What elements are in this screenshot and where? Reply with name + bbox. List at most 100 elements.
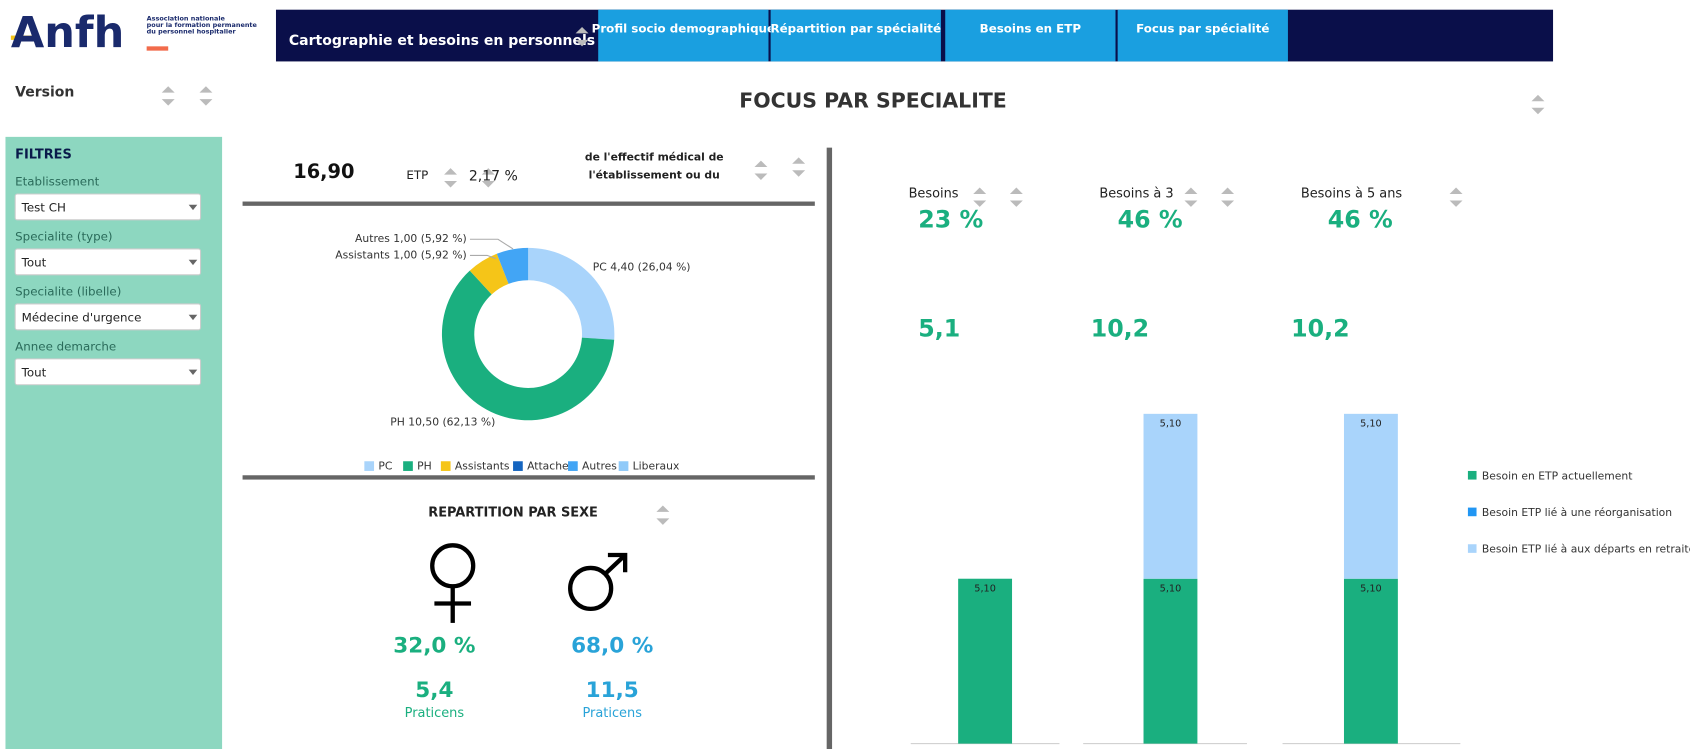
spinner-icon <box>754 160 768 180</box>
male-icon <box>568 552 628 612</box>
separator <box>826 147 833 749</box>
logo-subtitle: du personnel hospitalier <box>147 27 237 35</box>
logo-subtitle: pour la formation permanente <box>147 21 258 29</box>
logo: Anfh <box>11 8 124 58</box>
dropdown[interactable] <box>14 193 202 221</box>
kpi-text: de l'effectif médical de <box>585 150 724 163</box>
tab-label: Répartition par spécialité <box>771 22 941 36</box>
filter-label: Specialite (type) <box>15 230 112 244</box>
filter-label: Annee demarche <box>15 340 116 354</box>
legend-label: PH <box>417 460 432 473</box>
spinner-icon <box>1531 94 1545 115</box>
nav-title: Cartographie et besoins en personnels <box>289 33 595 49</box>
page-title: FOCUS PAR SPECIALITE <box>739 88 1007 112</box>
sex-unit: Praticens <box>405 706 465 721</box>
dropdown[interactable] <box>14 303 202 331</box>
donut-slice <box>469 253 509 295</box>
needs-pct: 46 % <box>1118 205 1183 233</box>
tab[interactable] <box>1117 9 1288 62</box>
needs-pct: 23 % <box>918 205 983 233</box>
spinner-icon <box>161 86 175 106</box>
spinner-icon <box>199 86 213 106</box>
dropdown-arrow <box>188 204 198 211</box>
logo-subtitle: Association nationale <box>147 14 226 22</box>
sex-value: 11,5 <box>586 678 639 703</box>
kpi-unit: ETP <box>406 168 428 182</box>
sex-unit: Praticens <box>582 706 642 721</box>
needs-label: Besoins à 3 <box>1099 186 1173 201</box>
legend-label: Liberaux <box>633 460 680 473</box>
bar-segment <box>958 578 1013 744</box>
spinner-icon <box>1449 187 1463 207</box>
bar-label: 5,10 <box>1160 419 1182 430</box>
needs-etp: 10,2 <box>1091 314 1149 342</box>
legend-label: Assistants <box>455 460 510 473</box>
tab[interactable] <box>770 9 941 62</box>
tab-label: Profil socio demographique <box>592 22 775 36</box>
bar-segment <box>1343 578 1398 744</box>
kpi-pct: 2,17 % <box>469 169 518 185</box>
dropdown-arrow <box>188 369 198 376</box>
legend-swatch <box>403 461 413 471</box>
legend-swatch <box>618 461 629 471</box>
bar-segment <box>1143 413 1198 579</box>
slice-label: PH 10,50 (62,13 %) <box>390 415 495 428</box>
legend-label: Besoin en ETP actuellement <box>1482 469 1633 482</box>
slice-label: Assistants 1,00 (5,92 %) <box>335 248 467 261</box>
legend-swatch <box>568 461 578 471</box>
legend-label: PC <box>378 460 392 473</box>
dropdown-value: Tout <box>21 255 47 269</box>
tab-label: Besoins en ETP <box>980 22 1082 36</box>
bar-segment <box>1143 578 1198 744</box>
leader-line <box>469 254 497 260</box>
legend-swatch <box>1467 507 1477 517</box>
spinner-icon <box>575 26 589 47</box>
spinner-icon <box>1009 187 1023 207</box>
legend-swatch <box>364 461 375 471</box>
spinner-icon <box>1184 187 1198 207</box>
spinner-icon <box>792 157 806 177</box>
dropdown-value: Tout <box>21 365 47 379</box>
donut-slice <box>441 270 615 421</box>
dropdown[interactable] <box>14 358 202 386</box>
dropdown-value: Médecine d'urgence <box>22 310 142 324</box>
leader-line <box>469 238 514 250</box>
filter-title: FILTRES <box>15 148 72 163</box>
tab-label: Focus par spécialité <box>1136 22 1269 36</box>
needs-label: Besoins à 5 ans <box>1301 186 1403 201</box>
filter-label: Specialite (libelle) <box>15 285 121 299</box>
tab[interactable] <box>598 9 769 62</box>
legend-swatch <box>1467 544 1477 553</box>
legend-label: Besoin ETP lié à aux départs en retraite <box>1482 543 1690 556</box>
sex-pct: 32,0 % <box>393 634 475 659</box>
filter-panel <box>5 136 223 749</box>
dropdown-arrow <box>188 314 198 321</box>
donut-slice <box>528 247 615 340</box>
donut-slice <box>496 247 529 284</box>
sex-title: REPARTITION PAR SEXE <box>428 505 598 520</box>
kpi-value: 16,90 <box>293 160 354 183</box>
bar-label: 5,10 <box>1160 583 1182 594</box>
legend-label: Besoin ETP lié à une réorganisation <box>1482 506 1672 519</box>
needs-pct: 46 % <box>1328 205 1393 233</box>
spinner-icon <box>1221 187 1235 207</box>
tab[interactable] <box>945 9 1116 62</box>
dropdown-value: Test CH <box>21 200 66 214</box>
logo-accent <box>146 46 169 51</box>
needs-label: Besoins <box>909 186 959 201</box>
sex-pct: 68,0 % <box>571 634 653 659</box>
dropdown[interactable] <box>14 248 202 276</box>
separator <box>242 201 815 206</box>
slice-label: Autres 1,00 (5,92 %) <box>355 232 467 245</box>
bar-label: 5,10 <box>1360 583 1382 594</box>
legend-label: Autres <box>582 460 617 473</box>
bar-label: 5,10 <box>974 583 996 594</box>
separator <box>242 475 815 480</box>
needs-etp: 10,2 <box>1291 314 1349 342</box>
spinner-icon <box>973 187 987 207</box>
legend-label: Attaches <box>527 460 575 473</box>
spinner-icon <box>444 168 458 188</box>
female-icon <box>430 543 476 623</box>
